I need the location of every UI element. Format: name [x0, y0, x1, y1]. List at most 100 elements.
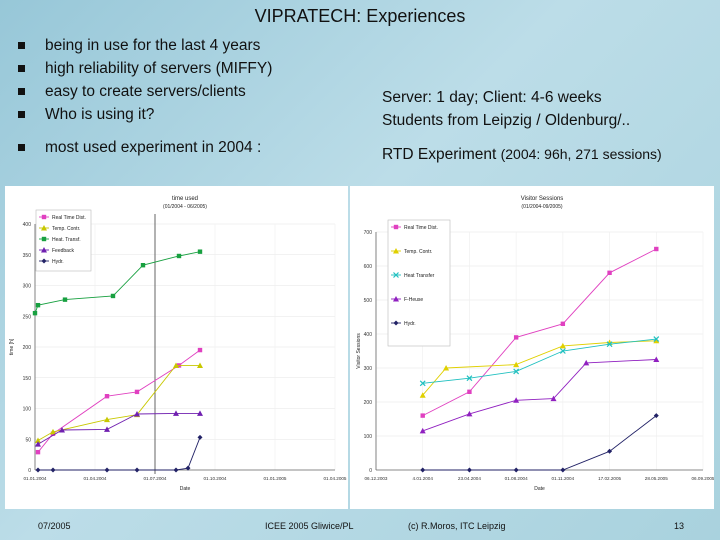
data-point	[197, 347, 203, 353]
data-point	[443, 365, 450, 371]
data-point	[560, 467, 566, 473]
bullet-list: being in use for the last 4 years high r…	[18, 34, 272, 159]
data-point	[197, 434, 203, 440]
chart-subtitle: (01/2004 - 06/2005)	[163, 204, 207, 210]
data-point	[467, 389, 472, 394]
data-point	[393, 248, 399, 254]
data-point	[59, 427, 65, 433]
data-point	[653, 413, 659, 419]
series-line	[38, 437, 201, 471]
data-point	[140, 263, 146, 268]
data-point	[176, 253, 182, 259]
data-point	[173, 362, 179, 368]
data-point	[513, 361, 520, 368]
data-point	[653, 356, 660, 362]
data-point	[41, 236, 47, 242]
visitor-sessions-chart: Visitor Sessions (01/2004-09/2005) 0 100 200…	[356, 196, 715, 492]
legend-label: Temp. Contr.	[404, 249, 432, 255]
y-tick-label: 350	[23, 253, 32, 259]
rtd-detail: (2004: 96h, 271 sessions)	[500, 146, 662, 162]
students-text: Students from Leipzig / Oldenburg/..	[382, 112, 631, 129]
data-point	[104, 426, 110, 432]
legend-label: Hydr.	[52, 259, 64, 265]
data-point	[419, 392, 426, 398]
data-point	[419, 380, 426, 387]
time-used-chart: time used (01/2004 - 06/2005) 0 50 100 150 200…	[9, 196, 347, 492]
y-tick-label: 600	[364, 264, 373, 270]
bullet-square-icon	[18, 111, 25, 118]
y-tick-label: 700	[364, 230, 373, 236]
y-tick-label: 300	[364, 366, 373, 372]
footer-conference: ICEE 2005 Gliwice/PL	[265, 521, 354, 531]
data-point	[173, 410, 179, 416]
x-tick-label: 01.10.2004	[204, 476, 227, 481]
data-point	[393, 272, 399, 278]
data-point	[197, 410, 203, 416]
x-axis-label: Date	[534, 486, 545, 492]
x-tick-label: 01.04.2004	[84, 476, 107, 481]
y-tick-label: 50	[25, 437, 31, 443]
data-point	[393, 296, 399, 302]
bullet-item: being in use for the last 4 years	[18, 34, 272, 57]
legend-label: Real Time Dist.	[404, 225, 438, 231]
x-axis-label: Date	[180, 486, 191, 492]
series-line	[422, 359, 657, 432]
x-tick-label: 01.04.2005	[324, 476, 347, 481]
data-point	[559, 342, 566, 349]
y-tick-label: 200	[23, 345, 32, 351]
y-axis-label: time [h]	[9, 338, 15, 355]
data-point	[583, 359, 590, 366]
data-point	[197, 249, 203, 254]
legend-label: Heat. Transf.	[52, 237, 81, 243]
x-tick-label: 28.05.2005	[645, 476, 668, 481]
x-tick-label: 01.01.2004	[24, 476, 47, 481]
data-point	[41, 214, 47, 220]
x-tick-label: 06.12.2003	[365, 476, 388, 481]
data-point	[393, 320, 399, 326]
data-point	[513, 397, 520, 403]
y-tick-label: 400	[23, 222, 32, 228]
legend-label: F-Heuse	[404, 297, 423, 303]
x-tick-label: 06.09.2005	[692, 476, 715, 481]
data-point	[41, 258, 47, 264]
data-point	[653, 336, 660, 343]
legend-label: Real Time Dist.	[52, 215, 86, 221]
y-tick-label: 100	[23, 407, 32, 413]
right-column: Server: 1 day; Client: 4-6 weeks Student…	[382, 86, 630, 132]
data-point	[466, 410, 473, 417]
x-tick-label: 17.02.2005	[598, 476, 621, 481]
series-line	[37, 412, 200, 445]
data-point	[420, 413, 425, 418]
bullet-item: Who is using it?	[18, 103, 272, 126]
data-point	[466, 467, 472, 473]
legend-box	[387, 219, 451, 347]
x-tick-label: 01.07.2004	[144, 476, 167, 481]
data-point	[197, 362, 203, 368]
data-point	[606, 341, 613, 348]
legend-label: Temp. Contr.	[52, 226, 80, 232]
bullet-square-icon	[18, 88, 25, 95]
bullet-square-icon	[18, 42, 25, 49]
bullet-text: easy to create servers/clients	[45, 82, 246, 100]
footer-page-number: 13	[674, 521, 685, 531]
data-point	[393, 224, 399, 230]
data-point	[35, 449, 41, 455]
data-point	[104, 467, 110, 473]
series-line	[422, 338, 657, 384]
data-point	[513, 368, 520, 375]
x-tick-label: 01.11.2004	[552, 476, 575, 481]
data-point	[35, 437, 41, 443]
series-line	[422, 415, 657, 471]
data-point	[560, 321, 566, 326]
y-tick-label: 400	[364, 332, 373, 338]
data-point	[654, 246, 659, 252]
rtd-label: RTD Experiment	[382, 146, 497, 163]
data-point	[50, 467, 56, 473]
data-point	[35, 441, 41, 447]
bullet-text: being in use for the last 4 years	[45, 36, 261, 54]
chart-title: Visitor Sessions	[521, 196, 564, 202]
y-tick-label: 200	[364, 400, 373, 406]
series-line	[37, 364, 200, 441]
data-point	[607, 270, 612, 275]
footer-copyright: (c) R.Moros, ITC Leipzig	[408, 521, 506, 531]
